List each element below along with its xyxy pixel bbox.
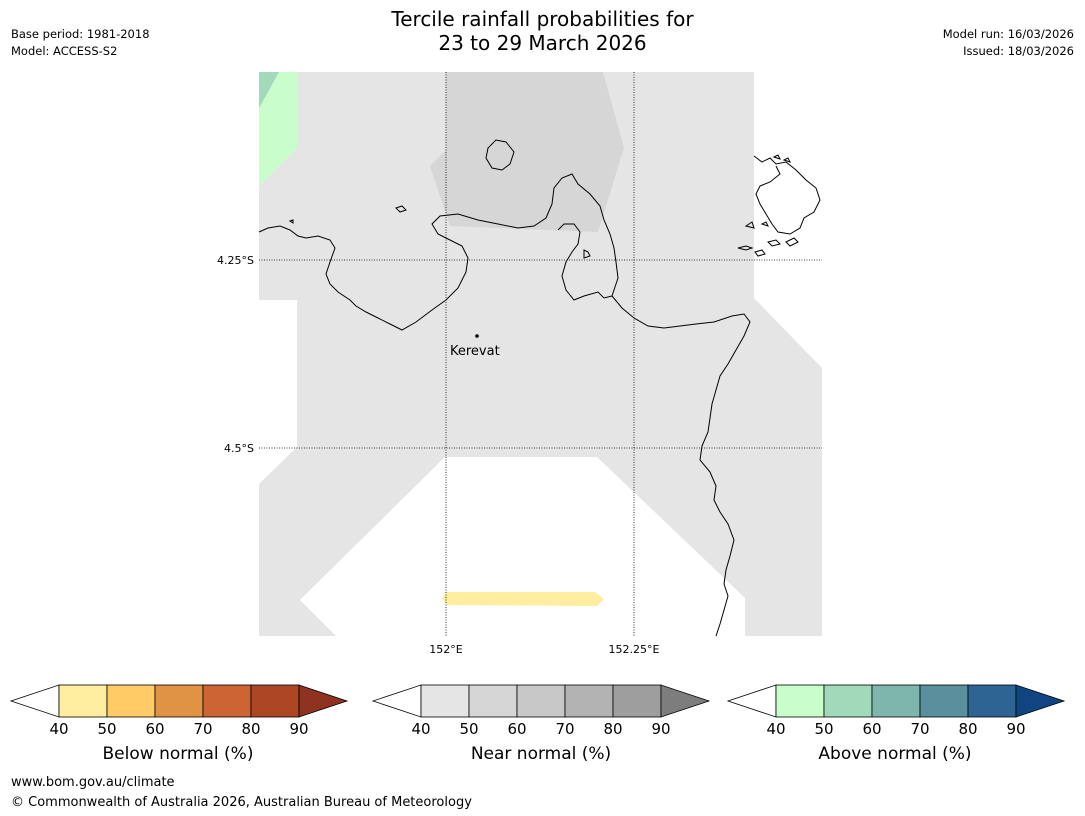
map-title-line1: Tercile rainfall probabilities for bbox=[391, 7, 694, 31]
above-normal-tick-label: 60 bbox=[862, 720, 881, 738]
map-title-line2: 23 to 29 March 2026 bbox=[438, 31, 647, 55]
near-normal-cell bbox=[468, 684, 518, 718]
above-normal-tick-label: 70 bbox=[910, 720, 929, 738]
below-normal-label: Below normal (%) bbox=[102, 744, 254, 764]
above-normal-min-extend bbox=[726, 684, 777, 718]
near-normal-cell bbox=[564, 684, 614, 718]
near-normal-colorbar: 40 50 60 70 80 90 bbox=[371, 684, 711, 738]
near-normal-tick-label: 80 bbox=[603, 720, 622, 738]
model-name: Model: ACCESS-S2 bbox=[11, 44, 118, 58]
above-normal-cell bbox=[775, 684, 825, 718]
kerevat-label: Kerevat bbox=[450, 344, 500, 359]
below-normal-min-extend bbox=[9, 684, 60, 718]
map-panel: Kerevat 4.25°S 4.5°S 152°E 152.25°E bbox=[217, 72, 822, 656]
above-normal-cell bbox=[823, 684, 873, 718]
near-normal-cell bbox=[516, 684, 566, 718]
below-normal-colorbar: 40 50 60 70 80 90 bbox=[9, 684, 349, 738]
meta-left: Base period: 1981-2018 Model: ACCESS-S2 bbox=[11, 26, 150, 60]
below-normal-tick-label: 60 bbox=[145, 720, 164, 738]
above-normal-cell bbox=[871, 684, 921, 718]
footer-copyright: © Commonwealth of Australia 2026, Austra… bbox=[11, 795, 472, 810]
above-normal-50-region bbox=[259, 72, 279, 108]
map-title: Tercile rainfall probabilities for 23 to… bbox=[0, 7, 1085, 55]
above-normal-cell bbox=[919, 684, 969, 718]
colorbars: 40 50 60 70 80 90 40 50 60 70 80 90 40 50 60 70 80 90 bbox=[9, 684, 1066, 738]
above-normal-cell bbox=[967, 684, 1017, 718]
model-run: Model run: 16/03/2026 bbox=[942, 27, 1074, 41]
below-normal-cell bbox=[250, 684, 300, 718]
above-normal-region bbox=[259, 72, 297, 186]
base-period: Base period: 1981-2018 bbox=[11, 27, 150, 41]
near-normal-tick-label: 60 bbox=[507, 720, 526, 738]
below-normal-tick-label: 70 bbox=[193, 720, 212, 738]
near-normal-label: Near normal (%) bbox=[470, 744, 612, 764]
issued-date: Issued: 18/03/2026 bbox=[963, 44, 1074, 58]
above-normal-colorbar: 40 50 60 70 80 90 bbox=[726, 684, 1066, 738]
above-normal-tick-label: 50 bbox=[814, 720, 833, 738]
above-normal-tick-label: 80 bbox=[958, 720, 977, 738]
near-normal-50-region bbox=[430, 72, 624, 232]
near-normal-tick-label: 90 bbox=[651, 720, 670, 738]
lon-label-152: 152°E bbox=[429, 643, 462, 656]
below-normal-region bbox=[442, 592, 604, 606]
kerevat-marker bbox=[475, 334, 479, 338]
near-normal-cell bbox=[420, 684, 470, 718]
near-normal-min-extend bbox=[371, 684, 422, 718]
near-normal-tick-label: 40 bbox=[411, 720, 430, 738]
near-normal-region bbox=[259, 72, 822, 636]
coastline bbox=[258, 139, 821, 637]
above-normal-tick-label: 40 bbox=[766, 720, 785, 738]
meta-right: Model run: 16/03/2026 Issued: 18/03/2026 bbox=[943, 26, 1074, 60]
above-normal-tick-label: 90 bbox=[1006, 720, 1025, 738]
graticule bbox=[259, 72, 822, 636]
near-normal-tick-label: 70 bbox=[555, 720, 574, 738]
above-normal-label: Above normal (%) bbox=[818, 744, 972, 764]
below-normal-tick-label: 50 bbox=[97, 720, 116, 738]
below-normal-tick-label: 80 bbox=[241, 720, 260, 738]
footer-url: www.bom.gov.au/climate bbox=[11, 775, 175, 790]
below-normal-tick-label: 40 bbox=[49, 720, 68, 738]
near-normal-max-extend bbox=[660, 684, 711, 718]
below-normal-cell bbox=[202, 684, 252, 718]
below-normal-tick-label: 90 bbox=[289, 720, 308, 738]
lon-label-152-25: 152.25°E bbox=[609, 643, 660, 656]
near-normal-tick-label: 50 bbox=[459, 720, 478, 738]
below-normal-cell bbox=[106, 684, 156, 718]
below-normal-max-extend bbox=[298, 684, 349, 718]
near-normal-cell bbox=[612, 684, 662, 718]
below-normal-cell bbox=[58, 684, 108, 718]
lat-label-4-25: 4.25°S bbox=[217, 254, 254, 267]
above-normal-max-extend bbox=[1015, 684, 1066, 718]
below-normal-cell bbox=[154, 684, 204, 718]
lat-label-4-5: 4.5°S bbox=[224, 442, 254, 455]
